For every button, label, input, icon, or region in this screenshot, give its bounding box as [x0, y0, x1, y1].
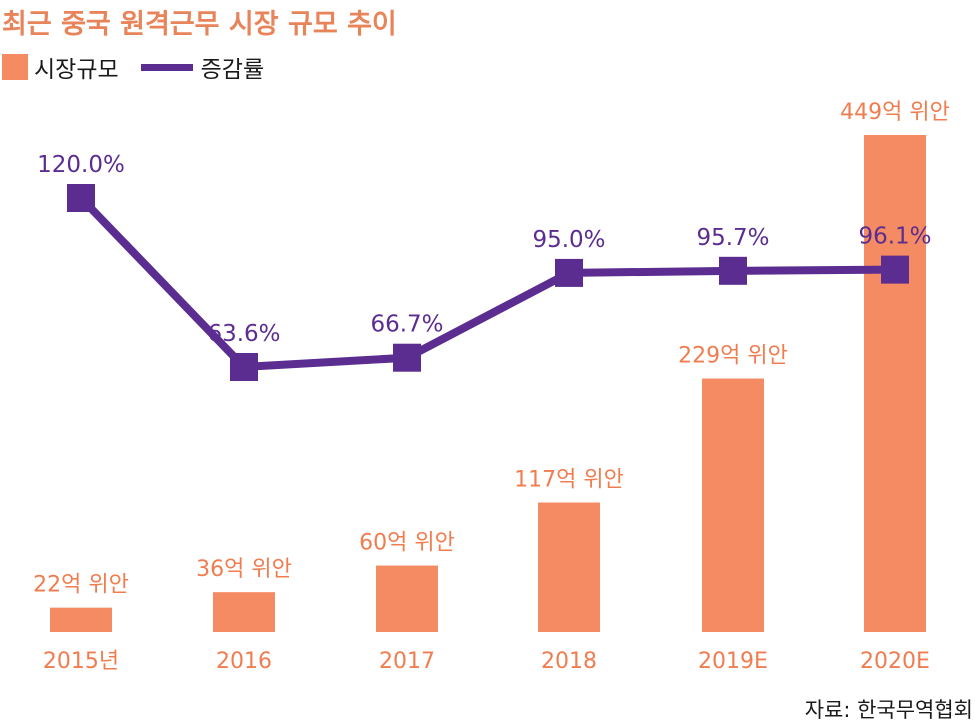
line-marker-1 — [230, 353, 258, 381]
x-tick-label-5: 2020E — [860, 649, 930, 674]
x-tick-label-4: 2019E — [698, 649, 768, 674]
line-label-4: 95.7% — [696, 225, 769, 251]
x-tick-label-1: 2016 — [216, 649, 272, 674]
legend-line-swatch — [140, 63, 193, 71]
bar-label-5: 449억 위안 — [840, 100, 950, 125]
line-label-1: 63.6% — [207, 321, 280, 347]
bar-label-3: 117억 위안 — [514, 467, 624, 492]
source-note: 자료: 한국무역협회 — [804, 698, 973, 722]
line-series-growth — [78, 195, 896, 371]
bar-1 — [213, 592, 275, 632]
x-tick-label-2: 2017 — [379, 649, 435, 674]
bar-2 — [376, 565, 438, 632]
line-marker-5 — [881, 255, 909, 284]
line-marker-2 — [393, 343, 421, 372]
bar-label-4: 229억 위안 — [678, 344, 788, 369]
line-marker-4 — [719, 256, 747, 285]
chart-title: 최근 중국 원격근무 시장 규모 추이 — [2, 9, 397, 40]
bar-4 — [702, 378, 764, 632]
bar-label-2: 60억 위안 — [359, 531, 455, 556]
line-marker-3 — [555, 258, 583, 287]
line-label-2: 66.7% — [370, 312, 443, 338]
line-label-5: 96.1% — [858, 224, 931, 250]
x-tick-label-3: 2018 — [541, 649, 597, 674]
legend-bar-swatch — [2, 54, 28, 80]
bar-label-1: 36억 위안 — [196, 557, 292, 582]
bar-0 — [50, 607, 112, 632]
legend-bar-label: 시장규모 — [34, 57, 119, 83]
legend: 시장규모 증감률 — [2, 52, 265, 83]
bar-5 — [864, 135, 926, 632]
line-marker-0 — [67, 184, 95, 212]
legend-line-label: 증감률 — [200, 57, 265, 83]
line-label-0: 120.0% — [37, 152, 125, 178]
x-tick-label-0: 2015년 — [43, 649, 119, 674]
bar-3 — [538, 502, 600, 632]
line-label-3: 95.0% — [532, 227, 605, 253]
bar-label-0: 22억 위안 — [33, 573, 129, 598]
